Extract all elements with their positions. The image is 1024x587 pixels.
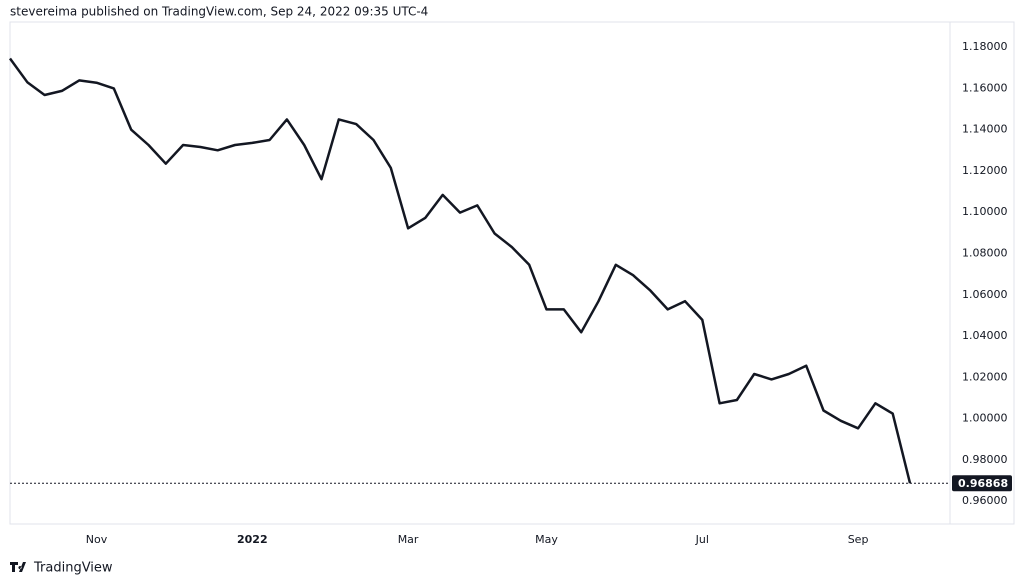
y-tick-label: 1.10000 xyxy=(962,205,1008,218)
x-tick-label: Mar xyxy=(398,533,419,546)
x-tick-label: Jul xyxy=(695,533,709,546)
brand-name: TradingView xyxy=(33,561,113,576)
y-tick-label: 1.16000 xyxy=(962,81,1008,94)
x-tick-label: Sep xyxy=(848,533,869,546)
price-line xyxy=(8,57,912,484)
last-price-label: 0.96868 xyxy=(958,477,1008,490)
y-tick-label: 1.12000 xyxy=(962,164,1008,177)
y-tick-label: 1.06000 xyxy=(962,288,1008,301)
y-tick-label: 1.14000 xyxy=(962,123,1008,136)
y-tick-label: 0.98000 xyxy=(962,453,1008,466)
x-tick-label: 2022 xyxy=(237,533,268,546)
y-tick-label: 1.08000 xyxy=(962,247,1008,260)
chart-frame xyxy=(9,21,1015,525)
chart-title: stevereima published on TradingView.com,… xyxy=(10,5,428,19)
y-tick-label: 1.04000 xyxy=(962,329,1008,342)
x-tick-label: Nov xyxy=(86,533,108,546)
y-tick-label: 1.18000 xyxy=(962,40,1008,53)
last-price-tag xyxy=(952,475,1012,492)
brand-logo xyxy=(10,562,26,572)
y-tick-label: 1.00000 xyxy=(962,412,1008,425)
x-tick-label: May xyxy=(535,533,558,546)
y-tick-label: 0.96000 xyxy=(962,494,1008,507)
y-tick-label: 1.02000 xyxy=(962,370,1008,383)
